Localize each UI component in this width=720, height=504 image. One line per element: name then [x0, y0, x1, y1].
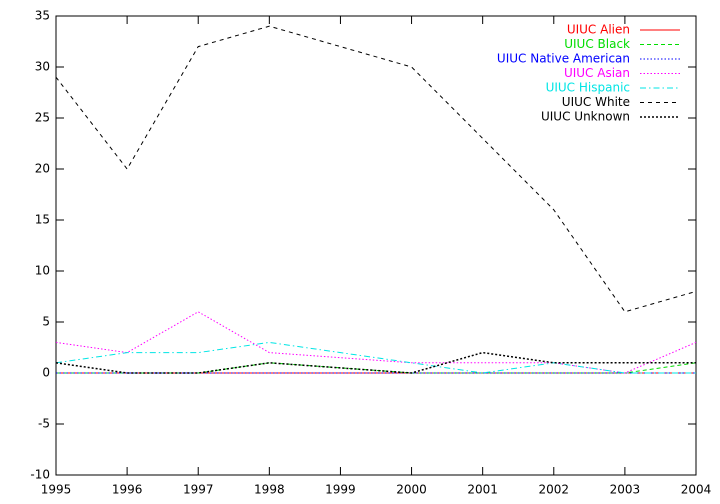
- legend-label: UIUC Asian: [564, 66, 630, 80]
- x-tick-label: 2003: [610, 483, 641, 497]
- x-tick-label: 2001: [467, 483, 498, 497]
- x-tick-label: 2004: [681, 483, 712, 497]
- x-tick-label: 1999: [325, 483, 356, 497]
- legend-label: UIUC White: [562, 95, 630, 109]
- series-line: [55, 311, 697, 374]
- x-tick-label: 1996: [112, 483, 143, 497]
- y-tick-label: 20: [35, 162, 50, 176]
- y-tick-label: 30: [35, 60, 50, 74]
- series-line: [55, 341, 696, 374]
- legend-label: UIUC Black: [564, 37, 630, 51]
- x-tick-label: 1998: [254, 483, 285, 497]
- x-tick-label: 2000: [396, 483, 427, 497]
- legend-label: UIUC Hispanic: [546, 81, 630, 95]
- x-tick-label: 2002: [539, 483, 570, 497]
- y-tick-label: 5: [42, 315, 50, 329]
- x-tick-label: 1995: [41, 483, 72, 497]
- legend-label: UIUC Alien: [567, 23, 630, 37]
- legend-label: UIUC Unknown: [541, 110, 630, 124]
- y-tick-label: -5: [38, 417, 50, 431]
- y-tick-label: 25: [35, 111, 50, 125]
- y-tick-label: 15: [35, 213, 50, 227]
- y-tick-label: 0: [42, 366, 50, 380]
- y-tick-label: -10: [30, 468, 50, 482]
- x-tick-label: 1997: [183, 483, 214, 497]
- y-tick-label: 35: [35, 9, 50, 23]
- series-line: [55, 351, 696, 374]
- series-line: [56, 362, 697, 374]
- plot-frame: [55, 15, 697, 476]
- legend-label: UIUC Native American: [497, 52, 630, 66]
- y-tick-label: 10: [35, 264, 50, 278]
- series-line: [55, 25, 697, 313]
